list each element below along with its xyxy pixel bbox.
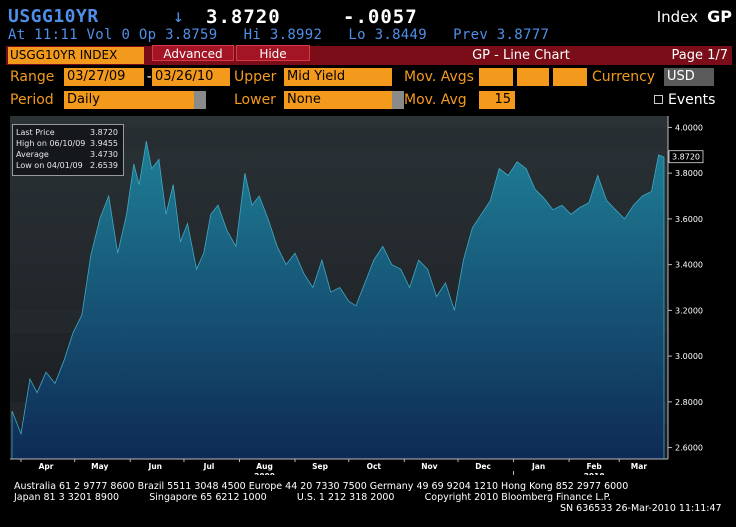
y-tick-label: 3.0000	[675, 352, 703, 361]
footer-timestamp: SN 636533 26-Mar-2010 11:11:47	[560, 503, 722, 514]
x-tick-label: Jul	[203, 462, 215, 471]
x-year-label: 2009	[254, 472, 275, 475]
hide-button[interactable]: Hide	[236, 45, 310, 61]
ticker-symbol[interactable]: USGG10YR	[8, 6, 99, 27]
last-price-badge-label: 3.8720	[672, 153, 700, 162]
x-tick-label: Aug	[256, 462, 273, 471]
lower-select[interactable]: None	[284, 91, 392, 109]
down-arrow-icon: ↓	[173, 6, 184, 27]
chart-title: GP - Line Chart	[472, 48, 570, 63]
y-tick-label: 3.4000	[675, 261, 703, 270]
page-indicator: Page 1/7	[671, 48, 728, 63]
lower-label: Lower	[234, 92, 276, 108]
events-checkbox[interactable]	[654, 95, 663, 104]
x-tick-label: Jun	[148, 462, 162, 471]
events-toggle[interactable]: Events	[654, 91, 715, 109]
chart-canvas[interactable]: 4.0000 3.8000 3.6000 3.4000 3.2000 3.0000 2.80…	[6, 116, 732, 481]
y-tick-label: 3.6000	[675, 215, 703, 224]
range-start-input[interactable]: 03/27/09	[64, 68, 144, 86]
currency-select[interactable]: USD	[664, 68, 714, 86]
range-label: Range	[10, 69, 55, 85]
legend-value: 3.8720	[90, 128, 118, 137]
lower-dropdown-handle[interactable]	[392, 91, 404, 109]
quote-header: USGG10YR ↓ 3.8720 -.0057 Index GP	[8, 6, 732, 28]
mov-avg-input-2[interactable]	[517, 68, 549, 86]
period-label: Period	[10, 92, 54, 108]
advanced-button[interactable]: Advanced	[152, 45, 234, 61]
y-tick-label: 3.8000	[675, 169, 703, 178]
upper-select[interactable]: Mid Yield	[284, 68, 392, 86]
y-axis: 4.0000 3.8000 3.6000 3.4000 3.2000 3.0000 2.80…	[668, 123, 703, 453]
x-tick-label: Apr	[39, 462, 54, 471]
mov-avg-input[interactable]: 15	[479, 91, 515, 109]
mov-avgs-label: Mov. Avgs	[404, 69, 474, 85]
x-tick-label: Nov	[421, 462, 437, 471]
legend-label: Low on 04/01/09	[16, 161, 83, 170]
x-year-label: 2010	[584, 472, 605, 475]
legend-label: Last Price	[16, 128, 55, 137]
legend-value: 2.6539	[90, 161, 118, 170]
market-sector-label: Index	[656, 8, 698, 26]
period-dropdown-handle[interactable]	[194, 91, 206, 109]
yield-area-series	[11, 141, 665, 460]
events-label: Events	[668, 92, 716, 108]
range-separator: -	[145, 69, 154, 85]
last-price-marker: 3.8720	[668, 150, 704, 164]
x-tick-label: Mar	[631, 462, 648, 471]
range-end-input[interactable]: 03/26/10	[152, 68, 230, 86]
footer-contacts-1: Australia 61 2 9777 8600 Brazil 5511 304…	[14, 481, 629, 492]
legend-value: 3.9455	[90, 139, 118, 148]
last-price: 3.8720	[206, 6, 281, 28]
legend-row-average: Average 3.4730	[16, 149, 120, 160]
y-tick-label: 3.2000	[675, 306, 703, 315]
legend-label: Average	[16, 150, 49, 159]
y-tick-label: 2.6000	[675, 444, 703, 453]
legend-row-last: Last Price 3.8720	[16, 127, 120, 138]
x-tick-label: Oct	[367, 462, 382, 471]
line-chart[interactable]: 4.0000 3.8000 3.6000 3.4000 3.2000 3.0000 2.80…	[6, 116, 732, 481]
function-code: GP	[707, 7, 732, 26]
y-tick-label: 2.8000	[675, 398, 703, 407]
x-tick-label: Feb	[587, 462, 603, 471]
last-price-badge	[668, 150, 704, 164]
x-axis: Apr May Jun Jul Aug Sep Oct Nov Dec Jan Feb Mar 2009…	[20, 459, 648, 481]
x-tick-label: Dec	[475, 462, 491, 471]
y-tick-label: 4.0000	[675, 123, 703, 132]
legend-value: 3.4730	[90, 150, 118, 159]
plot-band	[10, 127, 668, 151]
mov-avg-label: Mov. Avg	[404, 92, 467, 108]
period-select[interactable]: Daily	[64, 91, 194, 109]
net-change: -.0057	[343, 6, 418, 28]
security-field[interactable]: USGG10YR INDEX	[8, 47, 144, 64]
currency-label: Currency	[592, 69, 656, 85]
quote-stats-line: At 11:11 Vol 0 Op 3.8759 Hi 3.8992 Lo 3.…	[8, 27, 550, 43]
legend-label: High on 06/10/09	[16, 139, 86, 148]
mov-avg-input-3[interactable]	[553, 68, 587, 86]
x-tick-label: Sep	[312, 462, 328, 471]
function-tab-bar: USGG10YR INDEX Advanced Hide GP - Line C…	[6, 45, 732, 65]
chart-legend: Last Price 3.8720 High on 06/10/09 3.9455 …	[12, 124, 124, 176]
mov-avg-input-1[interactable]	[479, 68, 513, 86]
legend-row-high: High on 06/10/09 3.9455	[16, 138, 120, 149]
x-tick-label: Jan	[531, 462, 545, 471]
footer-contacts-2: Japan 81 3 3201 8900 Singapore 65 6212 1…	[14, 492, 611, 503]
upper-label: Upper	[234, 69, 277, 85]
x-tick-label: May	[91, 462, 108, 471]
legend-row-low: Low on 04/01/09 2.6539	[16, 160, 120, 171]
